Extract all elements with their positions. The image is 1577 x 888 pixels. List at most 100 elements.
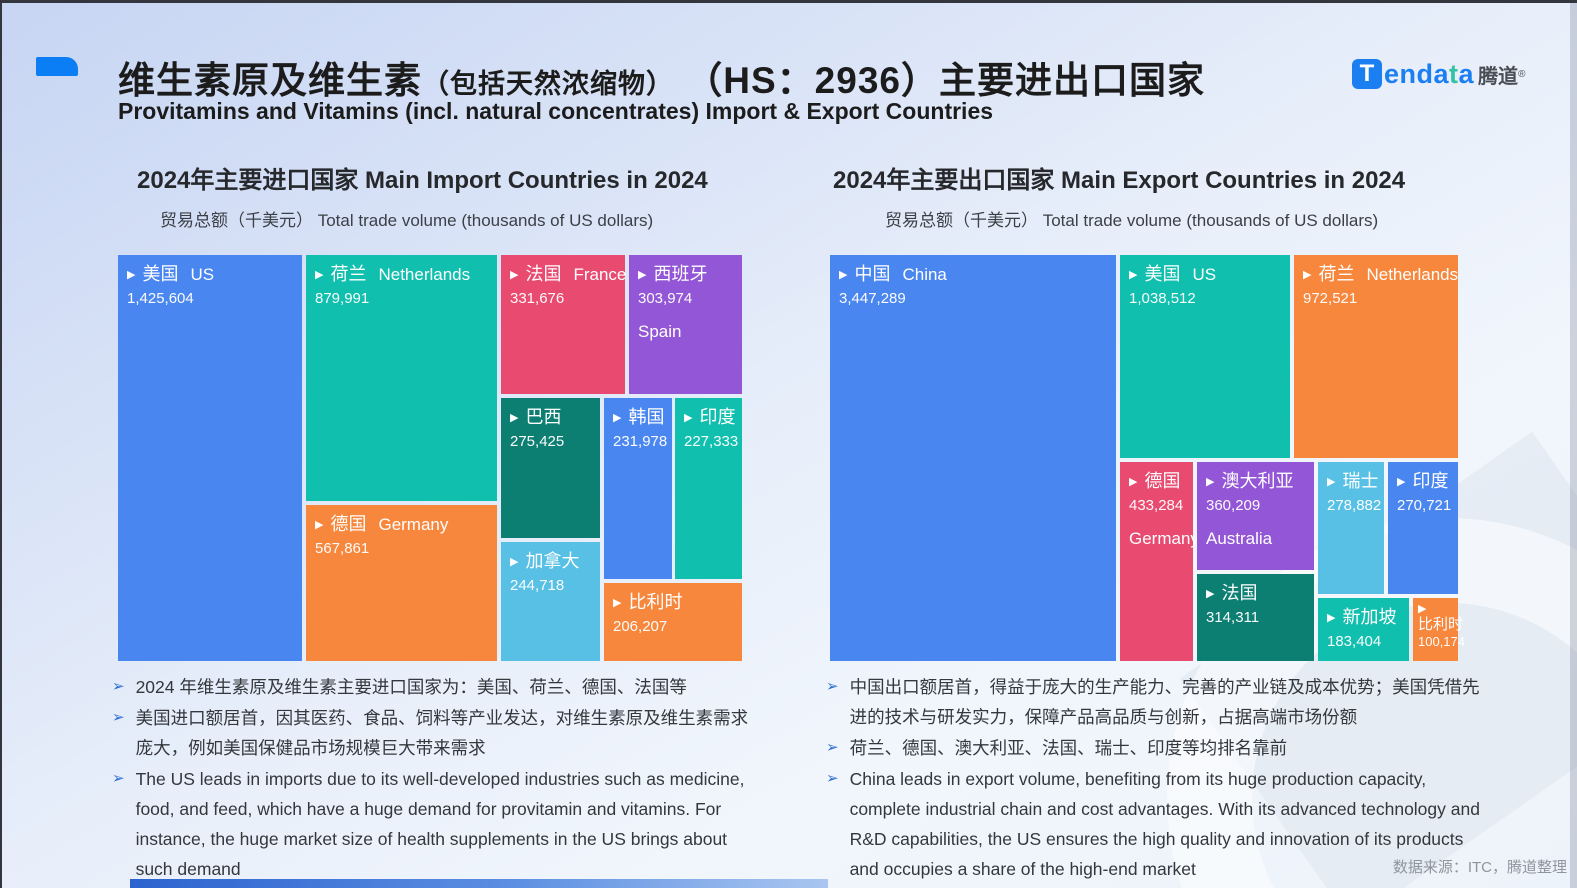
data-source-note: 数据来源：ITC，腾道整理 <box>1392 859 1567 876</box>
trade-value: 303,974 <box>638 290 693 307</box>
trade-value: 314,311 <box>1206 609 1260 626</box>
country-name-zh: 荷兰 <box>330 264 367 284</box>
window-right-edge <box>1570 0 1577 888</box>
trade-value: 100,174 <box>1418 634 1465 649</box>
insight-item: ➢ 2024 年维生素原及维生素主要进口国家为：美国、荷兰、德国、法国等 <box>112 672 764 702</box>
treemap-cell-germany[interactable]: ▶ 德国 433,284 Germany <box>1120 462 1199 661</box>
country-name-zh: 加拿大 <box>525 551 580 571</box>
insight-item: ➢ 美国进口额居首，因其医药、食品、饲料等产业发达，对维生素原及维生素需求庞大，例… <box>112 703 764 763</box>
import-section-title: 2024年主要进口国家 Main Import Countries in 202… <box>137 167 708 194</box>
country-name-zh: 印度 <box>699 407 736 427</box>
expand-arrow-icon: ▶ <box>127 269 136 281</box>
title-accent-shape <box>36 57 78 76</box>
country-name-zh: 西班牙 <box>653 264 708 284</box>
bullet-arrow-icon: ➢ <box>826 739 839 756</box>
tendata-logo-icon: T <box>1352 59 1382 89</box>
expand-arrow-icon: ▶ <box>1397 476 1406 488</box>
treemap-cell-canada[interactable]: ▶ 加拿大 244,718 <box>501 542 600 661</box>
country-name-zh: 比利时 <box>628 592 683 612</box>
trade-value: 275,425 <box>510 433 565 450</box>
country-name-zh: 韩国 <box>628 407 665 427</box>
insight-text: 荷兰、德国、澳大利亚、法国、瑞士、印度等均排名靠前 <box>849 738 1288 758</box>
country-name-en: US <box>1192 265 1217 284</box>
logo-word-part: a <box>1458 58 1475 89</box>
treemap-cell-germany[interactable]: ▶ 德国 Germany 567,861 <box>306 505 497 661</box>
country-name-zh: 德国 <box>330 514 367 534</box>
import-insights-list: ➢ 2024 年维生素原及维生素主要进口国家为：美国、荷兰、德国、法国等 ➢ 美国进口… <box>112 672 764 885</box>
insight-item: ➢ The US leads in imports due to its well… <box>112 764 764 884</box>
treemap-cell-india[interactable]: ▶ 印度 270,721 <box>1388 462 1458 594</box>
country-name-zh: 法国 <box>525 264 562 284</box>
expand-arrow-icon: ▶ <box>684 412 693 424</box>
treemap-cell-netherlands[interactable]: ▶ 荷兰 Netherlands 879,991 <box>306 255 497 501</box>
logo-word-part: enda <box>1384 58 1450 89</box>
bullet-arrow-icon: ➢ <box>112 709 125 726</box>
tendata-logo-letter: T <box>1359 60 1375 87</box>
registered-mark: ® <box>1518 68 1526 80</box>
treemap-cell-belgium[interactable]: ▶ 比利时 206,207 <box>604 583 742 661</box>
country-name-zh: 美国 <box>142 264 179 284</box>
trade-value: 1,425,604 <box>127 290 194 307</box>
trade-value: 433,284 <box>1129 497 1184 514</box>
country-name-en: Spain <box>638 322 682 341</box>
bullet-arrow-icon: ➢ <box>112 770 125 787</box>
country-name-en: France <box>573 265 627 284</box>
country-name-zh: 巴西 <box>525 407 562 427</box>
insight-item: ➢ 荷兰、德国、澳大利亚、法国、瑞士、印度等均排名靠前 <box>826 733 1486 763</box>
export-section-subtitle: 贸易总额（千美元） Total trade volume (thousands … <box>885 211 1379 230</box>
treemap-cell-france[interactable]: ▶ 法国 France 331,676 <box>501 255 627 394</box>
treemap-cell-us[interactable]: ▶ 美国 US 1,425,604 <box>118 255 302 661</box>
expand-arrow-icon: ▶ <box>638 269 647 281</box>
treemap-cell-china[interactable]: ▶ 中国 China 3,447,289 <box>830 255 1116 661</box>
trade-value: 244,718 <box>510 577 565 594</box>
bullet-arrow-icon: ➢ <box>826 770 839 787</box>
treemap-cell-india[interactable]: ▶ 印度 227,333 <box>675 398 742 579</box>
expand-arrow-icon: ▶ <box>613 597 622 609</box>
treemap-cell-switzerland[interactable]: ▶ 瑞士 278,882 <box>1318 462 1384 594</box>
tendata-logo-wordmark: endata <box>1384 59 1474 90</box>
country-name-zh: 法国 <box>1221 583 1258 603</box>
bottom-accent-strip <box>130 879 828 888</box>
treemap-cell-spain[interactable]: ▶ 西班牙 303,974 Spain <box>629 255 742 394</box>
country-name-en: Australia <box>1206 529 1273 548</box>
country-name-zh: 荷兰 <box>1318 264 1355 284</box>
logo-word-part-teal: t <box>1449 58 1459 89</box>
expand-arrow-icon: ▶ <box>839 269 848 281</box>
trade-value: 183,404 <box>1327 633 1382 650</box>
page-title-zh: 维生素原及维生素（包括天然浓缩物） （HS：2936）主要进出口国家 <box>118 50 1205 104</box>
trade-value: 972,521 <box>1303 290 1358 307</box>
treemap-cell-brazil[interactable]: ▶ 巴西 275,425 <box>501 398 600 538</box>
tendata-logo-cn: 腾道 <box>1478 65 1519 88</box>
trade-value: 879,991 <box>315 290 370 307</box>
trade-value: 227,333 <box>684 433 739 450</box>
expand-arrow-icon: ▶ <box>613 412 622 424</box>
bullet-arrow-icon: ➢ <box>112 678 125 695</box>
country-name-en: Netherlands <box>1366 265 1459 284</box>
treemap-import: ▶ 美国 US 1,425,604 ▶ 荷兰 Netherlands 879,991 ▶ 德国 Ge… <box>118 255 742 661</box>
import-section-subtitle: 贸易总额（千美元） Total trade volume (thousands … <box>160 211 654 230</box>
expand-arrow-icon: ▶ <box>510 556 519 568</box>
window-left-border <box>0 0 2 888</box>
treemap-cell-france[interactable]: ▶ 法国 314,311 <box>1197 574 1314 661</box>
insight-text: 2024 年维生素原及维生素主要进口国家为：美国、荷兰、德国、法国等 <box>135 677 687 697</box>
treemap-cell-australia[interactable]: ▶ 澳大利亚 360,209 Australia <box>1197 462 1314 570</box>
expand-arrow-icon: ▶ <box>315 519 324 531</box>
expand-arrow-icon: ▶ <box>1206 476 1215 488</box>
country-name-zh: 比利时 <box>1418 616 1464 633</box>
insight-item: ➢ 中国出口额居首，得益于庞大的生产能力、完善的产业链及成本优势；美国凭借先进的技… <box>826 672 1486 732</box>
country-name-en: China <box>902 265 947 284</box>
insight-text: China leads in export volume, benefiting… <box>849 769 1480 879</box>
country-name-zh: 美国 <box>1144 264 1181 284</box>
treemap-cell-us[interactable]: ▶ 美国 US 1,038,512 <box>1120 255 1290 458</box>
expand-arrow-icon: ▶ <box>1327 612 1336 624</box>
treemap-cell-belgium[interactable]: ▶ 比利时 100,174 <box>1413 598 1465 661</box>
treemap-cell-netherlands[interactable]: ▶ 荷兰 Netherlands 972,521 <box>1294 255 1458 458</box>
treemap-export: ▶ 中国 China 3,447,289 ▶ 美国 US 1,038,512 ▶ 荷兰 Nether… <box>830 255 1465 661</box>
insight-item: ➢ China leads in export volume, benefitin… <box>826 764 1486 884</box>
treemap-cell-south-korea[interactable]: ▶ 韩国 231,978 <box>604 398 672 579</box>
country-name-zh: 瑞士 <box>1342 471 1379 491</box>
treemap-cell-singapore[interactable]: ▶ 新加坡 183,404 <box>1318 598 1409 661</box>
expand-arrow-icon: ▶ <box>1418 603 1427 615</box>
country-name-zh: 印度 <box>1412 471 1449 491</box>
trade-value: 360,209 <box>1206 497 1261 514</box>
